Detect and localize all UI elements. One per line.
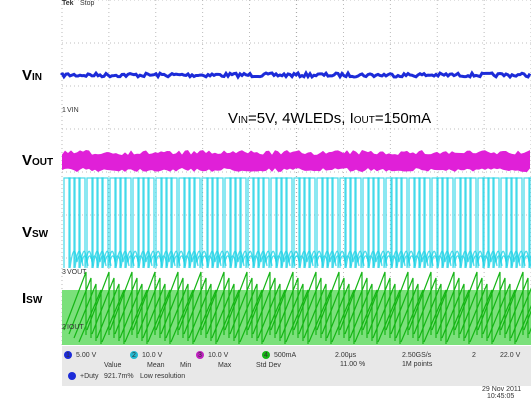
label-main: V bbox=[22, 224, 32, 241]
chip-num: 3 bbox=[198, 352, 202, 359]
marker-num: 2 bbox=[62, 324, 66, 331]
marker-num: 3 bbox=[62, 269, 66, 276]
signal-label: VIN bbox=[22, 67, 42, 84]
meas-note: Low resolution bbox=[140, 373, 185, 380]
channel-scale: 10.0 V bbox=[208, 352, 229, 359]
annotation: VIN=5V, 4WLEDs, IOUT=150mA bbox=[228, 110, 431, 127]
label-sub: IN bbox=[32, 72, 42, 83]
meas-header: Min bbox=[180, 362, 191, 369]
trigger-level: 22.0 V bbox=[500, 352, 521, 359]
annotation-part: =5V, 4WLEDs, I bbox=[248, 110, 354, 127]
meas-value: 921.7m% bbox=[104, 373, 134, 380]
marker-num: 1 bbox=[62, 107, 66, 114]
label-main: V bbox=[22, 152, 32, 169]
annotation-part: V bbox=[228, 110, 238, 127]
timebase: 2.00μs bbox=[335, 352, 357, 359]
channel-scale: 5.00 V bbox=[76, 352, 97, 359]
run-state: Stop bbox=[80, 0, 95, 7]
label-sub: SW bbox=[26, 295, 43, 306]
date: 29 Nov 2011 bbox=[482, 386, 521, 393]
signal-label: ISW bbox=[22, 290, 43, 307]
meas-header: Std Dev bbox=[256, 362, 281, 369]
channel-scale: 500mA bbox=[274, 352, 297, 359]
label-sub: OUT bbox=[32, 157, 53, 168]
marker-text: VOUT bbox=[67, 269, 87, 276]
marker-text: IOUT bbox=[67, 324, 84, 331]
meas-header: Max bbox=[218, 362, 232, 369]
brand: Tek bbox=[62, 0, 74, 7]
meas-chip bbox=[68, 372, 76, 380]
chip-num: 1 bbox=[66, 352, 70, 359]
meas-header: Value bbox=[104, 362, 121, 369]
chip-num: 4 bbox=[264, 352, 268, 359]
annotation-sub: OUT bbox=[354, 115, 375, 126]
sample-rate: 2.50GS/s bbox=[402, 352, 432, 359]
meas-header: Mean bbox=[147, 362, 165, 369]
chip-num: 2 bbox=[132, 352, 136, 359]
clock: 10:45:05 bbox=[487, 393, 514, 400]
meas-name: +Duty bbox=[80, 373, 99, 380]
record-length: 1M points bbox=[402, 361, 433, 368]
trigger-pos: 11.00 % bbox=[340, 361, 365, 368]
signal-label: VOUT bbox=[22, 152, 53, 169]
annotation-sub: IN bbox=[238, 115, 248, 126]
trigger-ch: 2 bbox=[472, 352, 476, 359]
annotation-part: =150mA bbox=[375, 110, 431, 127]
channel-scale: 10.0 V bbox=[142, 352, 163, 359]
signal-label: VSW bbox=[22, 224, 49, 241]
label-main: V bbox=[22, 67, 32, 84]
label-sub: SW bbox=[32, 229, 49, 240]
scope-screenshot: Tek Stop VINVOUTVSWISW VIN=5V, 4WLEDs, I… bbox=[0, 0, 531, 400]
marker-text: VIN bbox=[67, 107, 79, 114]
